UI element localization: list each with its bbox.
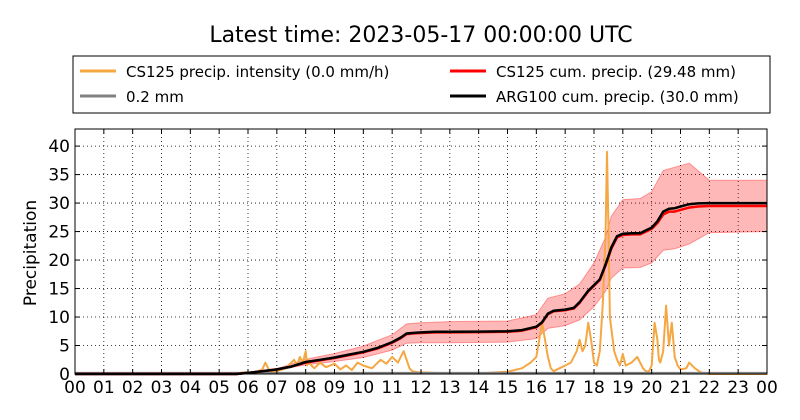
x-tick-label: 10	[353, 378, 375, 398]
x-tick-label: 14	[468, 378, 490, 398]
y-tick-label: 5	[59, 337, 70, 357]
x-tick-label: 05	[208, 378, 230, 398]
legend-label-threshold: 0.2 mm	[126, 88, 184, 106]
y-tick-label: 35	[48, 166, 70, 186]
x-tick-label: 04	[180, 378, 202, 398]
x-tick-label: 06	[237, 378, 259, 398]
legend-label-arg100-cum: ARG100 cum. precip. (30.0 mm)	[496, 88, 739, 106]
y-tick-label: 25	[48, 223, 70, 243]
x-tick-label: 07	[266, 378, 288, 398]
x-tick-label: 00	[756, 378, 778, 398]
x-tick-label: 15	[497, 378, 519, 398]
arg100-cumulative-line	[75, 201, 767, 376]
y-tick-label: 20	[48, 251, 70, 271]
y-tick-label: 15	[48, 280, 70, 300]
x-tick-label: 02	[122, 378, 144, 398]
y-tick-label: 0	[59, 365, 70, 385]
plot-frame	[74, 128, 768, 375]
legend-label-cs125-intensity: CS125 precip. intensity (0.0 mm/h)	[126, 63, 389, 81]
x-tick-label: 03	[151, 378, 173, 398]
x-tick-label: 19	[612, 378, 634, 398]
x-tick-label: 08	[295, 378, 317, 398]
legend: CS125 precip. intensity (0.0 mm/h) 0.2 m…	[72, 55, 771, 114]
chart-title: Latest time: 2023-05-17 00:00:00 UTC	[209, 23, 632, 48]
y-tick-label: 10	[48, 308, 70, 328]
x-tick-label: 20	[641, 378, 663, 398]
x-tick-label: 00	[64, 378, 86, 398]
x-tick-label: 09	[324, 378, 346, 398]
legend-box	[72, 55, 771, 114]
x-tick-label: 11	[381, 378, 403, 398]
x-tick-label: 23	[727, 378, 749, 398]
x-tick-label: 12	[410, 378, 432, 398]
legend-label-cs125-cum: CS125 cum. precip. (29.48 mm)	[496, 63, 736, 81]
axes: 00 01 02 03 04 05 06 07 08 09 10 11 12 13 14 15 16 17 18 19…	[48, 128, 778, 398]
y-axis-label: Precipitation	[21, 200, 41, 306]
x-tick-label: 21	[670, 378, 692, 398]
x-tick-label: 13	[439, 378, 461, 398]
x-tick-label: 22	[699, 378, 721, 398]
x-tick-label: 18	[583, 378, 605, 398]
y-tick-label: 40	[48, 137, 70, 157]
x-tick-label: 01	[93, 378, 115, 398]
x-tick-label: 17	[554, 378, 576, 398]
y-tick-label: 30	[48, 194, 70, 214]
x-tick-label: 16	[526, 378, 548, 398]
